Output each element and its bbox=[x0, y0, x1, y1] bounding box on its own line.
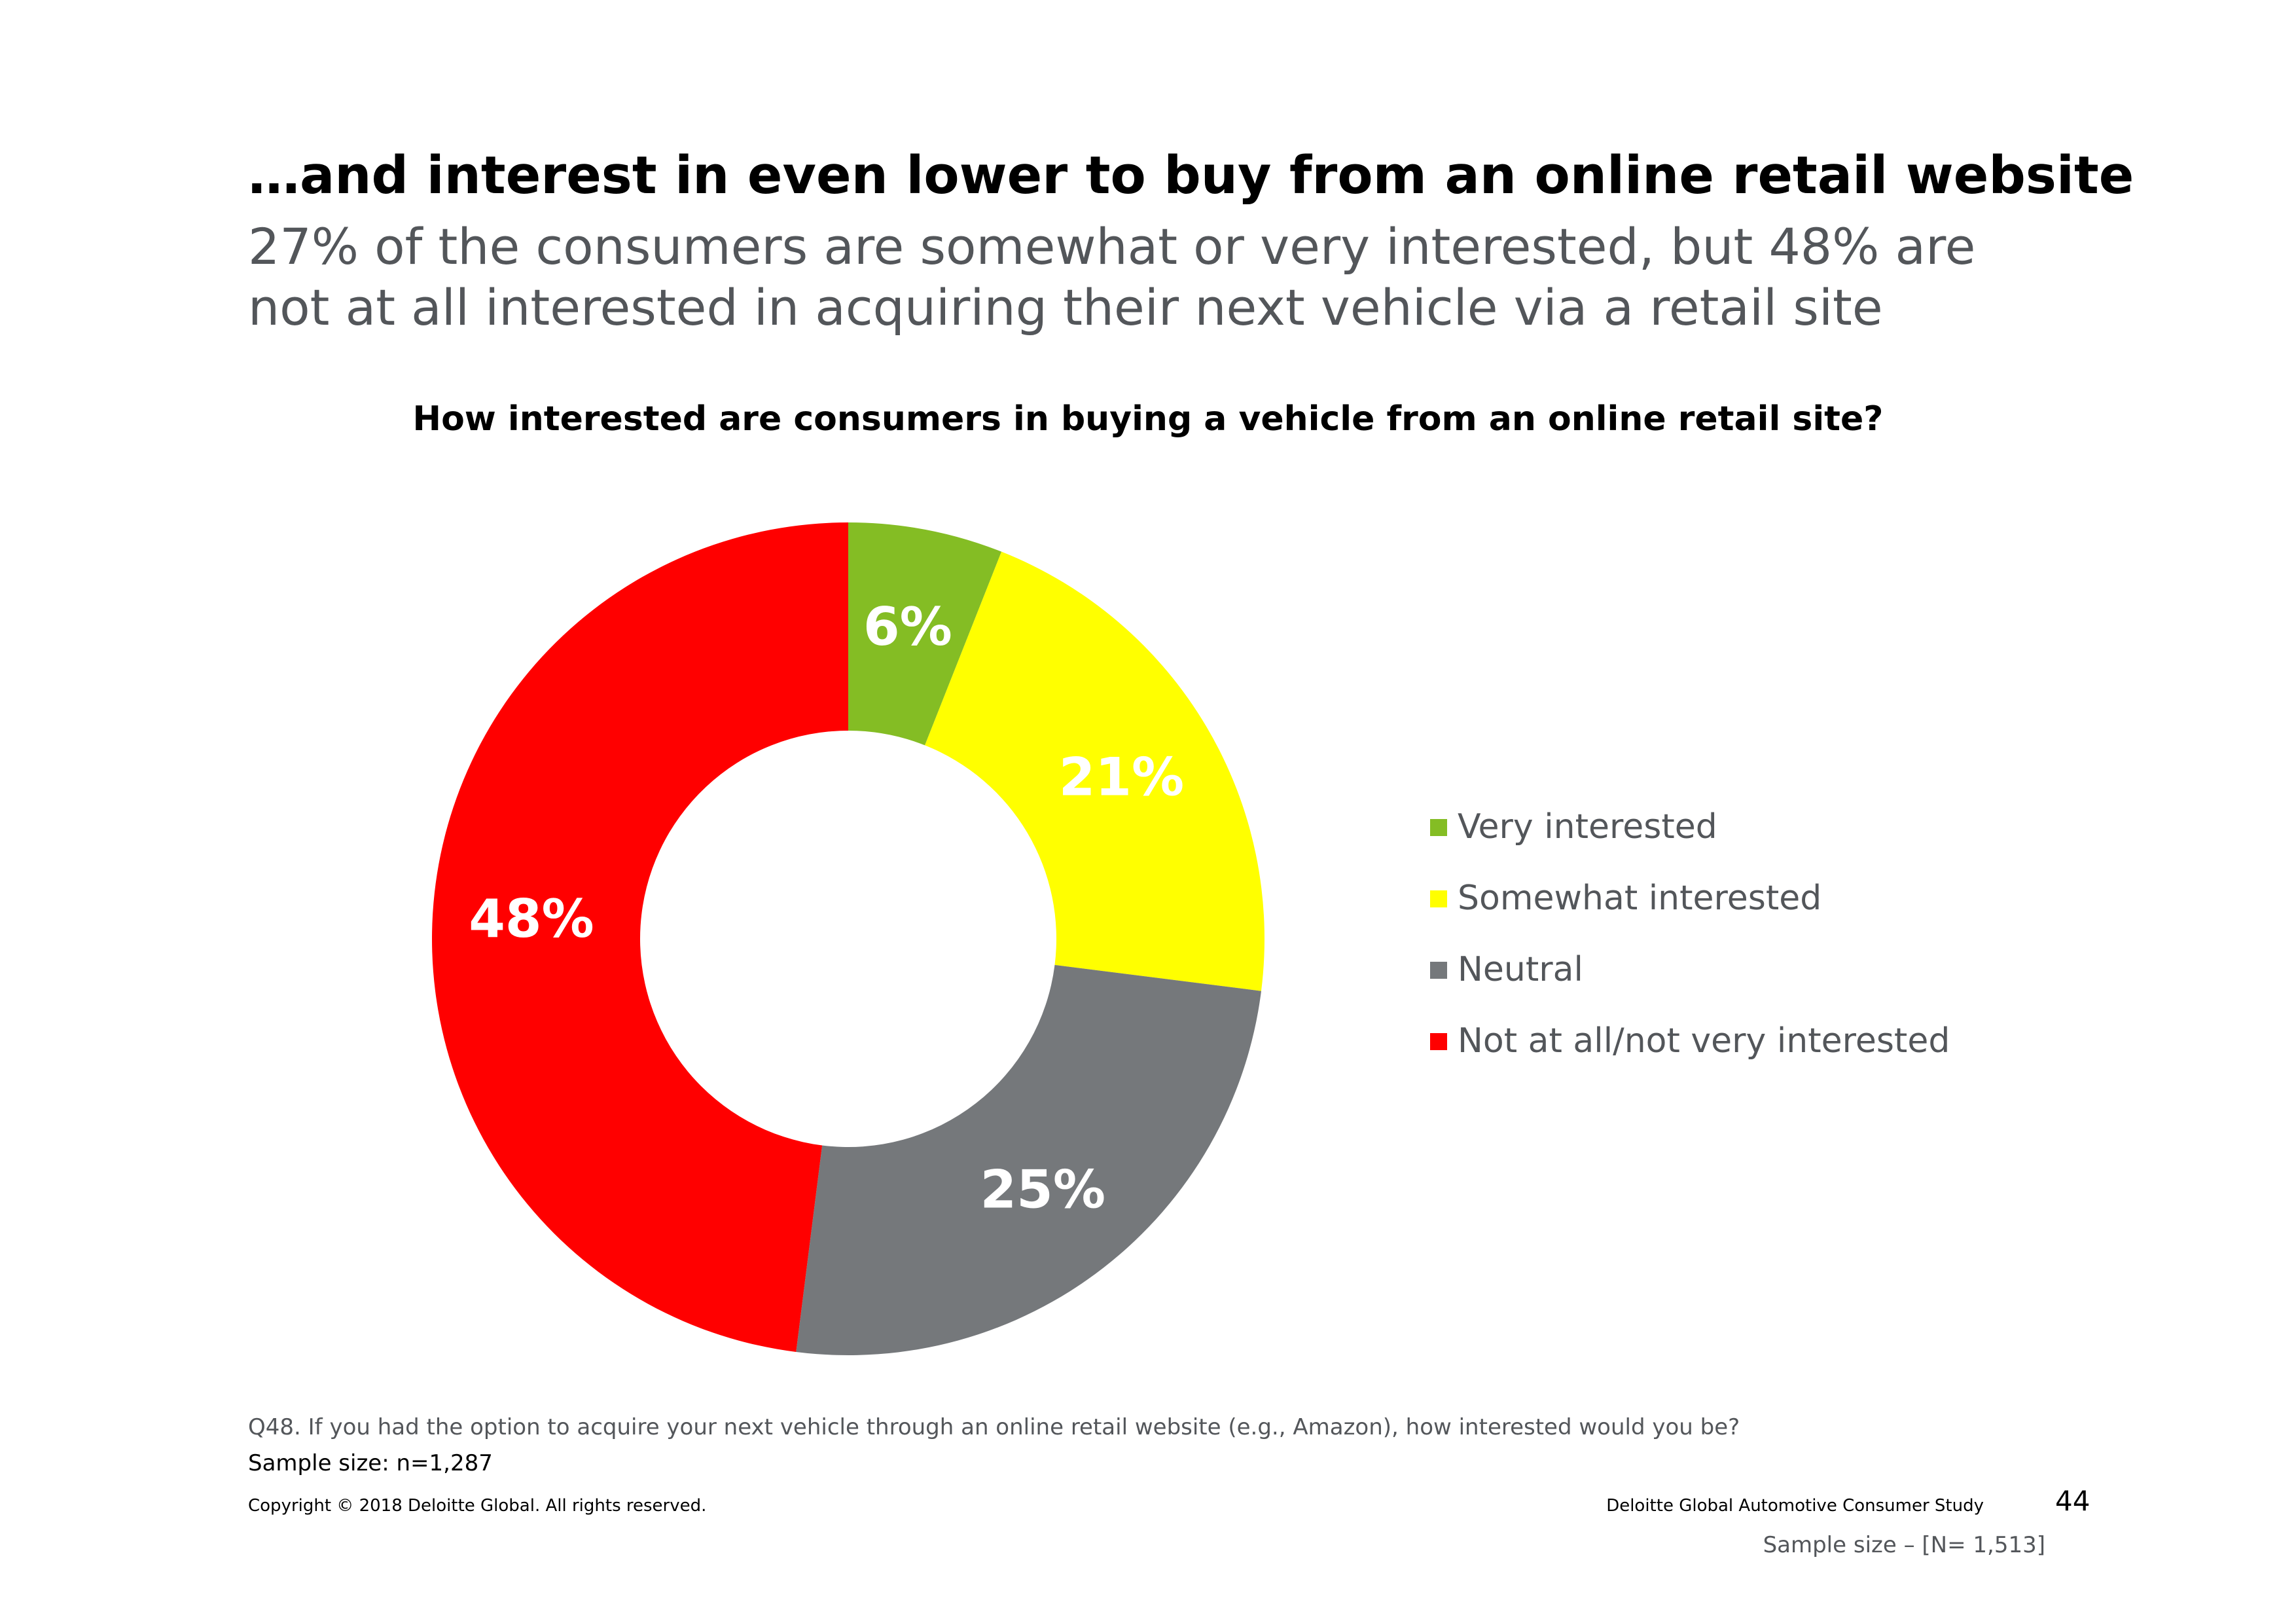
slice-label-somewhat-interested: 21% bbox=[1059, 747, 1184, 808]
donut-slice-very-interested bbox=[848, 522, 1002, 746]
slide-subtitle: 27% of the consumers are somewhat or ver… bbox=[248, 217, 1976, 337]
legend-label: Not at all/not very interested bbox=[1458, 1021, 1950, 1061]
chart-title: How interested are consumers in buying a… bbox=[412, 399, 1884, 439]
slice-label-very-interested: 6% bbox=[863, 596, 952, 657]
slice-label-not-at-all-not-very-interested: 48% bbox=[469, 888, 594, 949]
legend-swatch bbox=[1430, 1033, 1447, 1050]
legend-label: Neutral bbox=[1458, 950, 1583, 989]
donut-slice-neutral bbox=[796, 964, 1261, 1355]
legend-label: Very interested bbox=[1458, 807, 1717, 847]
copyright-text: Copyright © 2018 Deloitte Global. All ri… bbox=[248, 1496, 707, 1516]
total-sample-size: Sample size – [N= 1,513] bbox=[1763, 1532, 2045, 1558]
legend-swatch bbox=[1430, 962, 1447, 979]
sample-size-footnote: Sample size: n=1,287 bbox=[248, 1450, 493, 1476]
legend-swatch bbox=[1430, 819, 1447, 836]
legend-label: Somewhat interested bbox=[1458, 879, 1822, 918]
page-number: 44 bbox=[2055, 1485, 2090, 1517]
study-name: Deloitte Global Automotive Consumer Stud… bbox=[1606, 1496, 1984, 1516]
slice-label-neutral: 25% bbox=[980, 1159, 1105, 1220]
donut-slice-somewhat-interested bbox=[925, 551, 1265, 991]
legend-swatch bbox=[1430, 890, 1447, 907]
donut-slice-not-at-all-not-very-interested bbox=[432, 522, 848, 1352]
slide-title: …and interest in even lower to buy from … bbox=[248, 145, 2134, 206]
question-footnote: Q48. If you had the option to acquire yo… bbox=[248, 1414, 1740, 1440]
